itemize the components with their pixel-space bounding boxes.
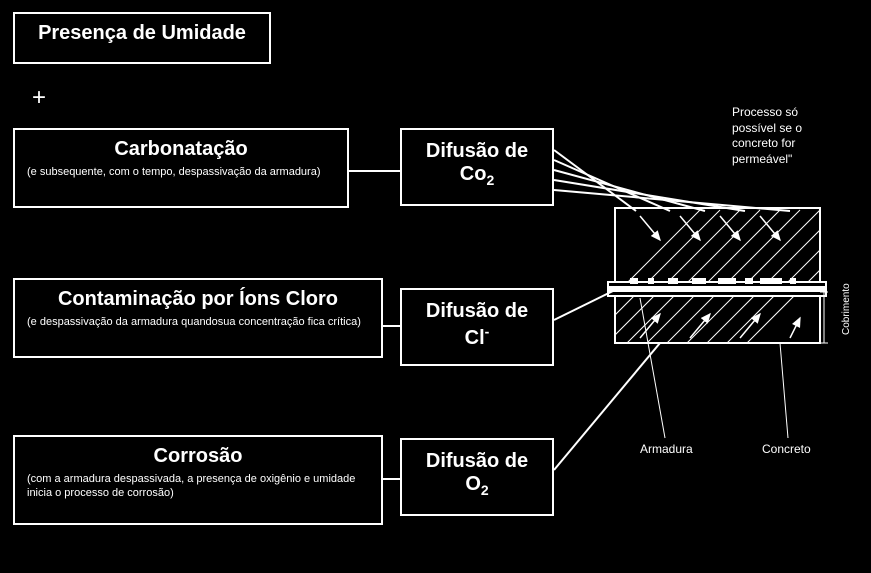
chloride-subtitle: (e despassivação da armadura quandosua c… bbox=[27, 315, 369, 329]
humidity-title: Presença de Umidade bbox=[27, 22, 257, 45]
chloride-title: Contaminação por Íons Cloro bbox=[27, 288, 369, 311]
corrosion-title: Corrosão bbox=[27, 445, 369, 468]
carbonation-subtitle: (e subsequente, com o tempo, despassivaç… bbox=[27, 165, 335, 179]
diffusion-cl-label: Difusão de bbox=[426, 300, 528, 322]
diffusion-co2-formula: Co2 bbox=[460, 163, 494, 185]
diffusion-cl-formula: Cl- bbox=[465, 327, 490, 349]
diffusion-cl-box: Difusão de Cl- bbox=[400, 288, 554, 366]
diffusion-o2-formula: O2 bbox=[465, 473, 488, 495]
connector-corrosion bbox=[383, 478, 400, 480]
plus-symbol: + bbox=[32, 84, 46, 112]
cobrimento-label: Cobrimento bbox=[840, 283, 853, 335]
diffusion-o2-box: Difusão de O2 bbox=[400, 438, 554, 516]
permeable-label: Processo só possível se o concreto for p… bbox=[732, 105, 842, 167]
diffusion-co2-label: Difusão de bbox=[426, 140, 528, 162]
concreto-label: Concreto bbox=[762, 442, 811, 458]
humidity-box: Presença de Umidade bbox=[13, 12, 271, 64]
armadura-label: Armadura bbox=[640, 442, 693, 458]
carbonation-title: Carbonatação bbox=[27, 138, 335, 161]
connector-chloride bbox=[383, 325, 400, 327]
corrosion-box: Corrosão (com a armadura despassivada, a… bbox=[13, 435, 383, 525]
corrosion-subtitle: (com a armadura despassivada, a presença… bbox=[27, 472, 369, 501]
carbonation-box: Carbonatação (e subsequente, com o tempo… bbox=[13, 128, 349, 208]
chloride-box: Contaminação por Íons Cloro (e despassiv… bbox=[13, 278, 383, 358]
diffusion-co2-box: Difusão de Co2 bbox=[400, 128, 554, 206]
diffusion-o2-label: Difusão de bbox=[426, 450, 528, 472]
connector-carbonation bbox=[349, 170, 400, 172]
